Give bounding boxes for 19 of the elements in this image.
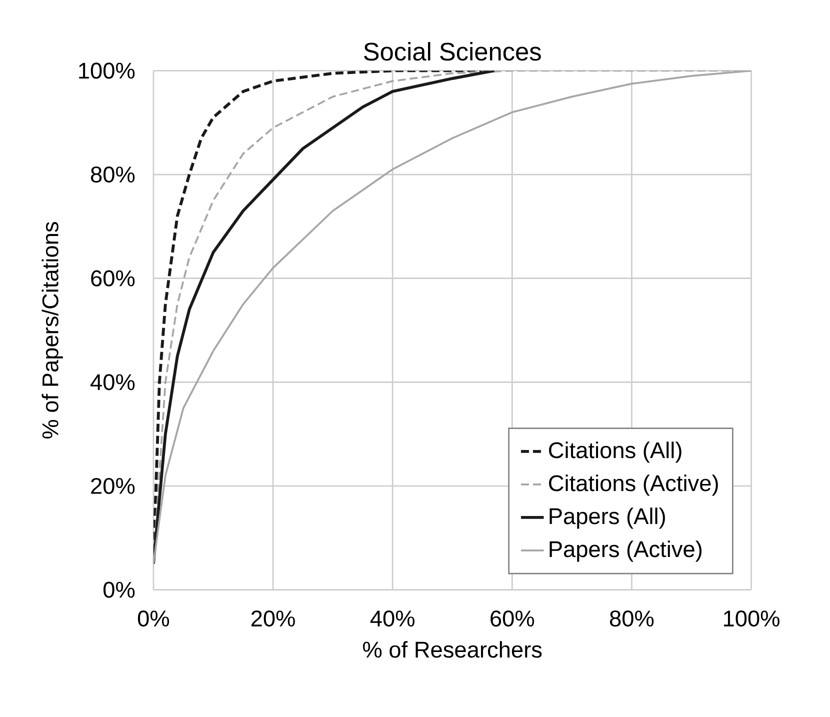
x-tick-label: 80% xyxy=(610,610,654,627)
y-tick-label: 60% xyxy=(91,270,135,287)
legend-label: Citations (Active) xyxy=(549,474,718,496)
x-tick-label: 60% xyxy=(490,610,534,627)
chart-title: Social Sciences xyxy=(364,42,541,61)
x-tick-label: 20% xyxy=(251,610,295,627)
y-tick-label: 0% xyxy=(103,582,135,598)
x-axis-title: % of Researchers xyxy=(363,641,542,658)
y-axis-title: % of Papers/Citations xyxy=(42,222,63,439)
y-tick-label: 40% xyxy=(90,374,135,390)
y-tick-label: 100% xyxy=(79,62,135,79)
legend-label: Papers (Active) xyxy=(550,540,702,562)
x-tick-label: 100% xyxy=(724,610,780,627)
x-tick-label: 40% xyxy=(370,610,414,627)
x-tick-label: 0% xyxy=(138,610,170,627)
y-tick-label: 80% xyxy=(90,166,135,183)
legend-label: Citations (All) xyxy=(549,442,682,463)
legend-label: Papers (All) xyxy=(550,508,665,529)
y-tick-label: 20% xyxy=(91,478,135,494)
